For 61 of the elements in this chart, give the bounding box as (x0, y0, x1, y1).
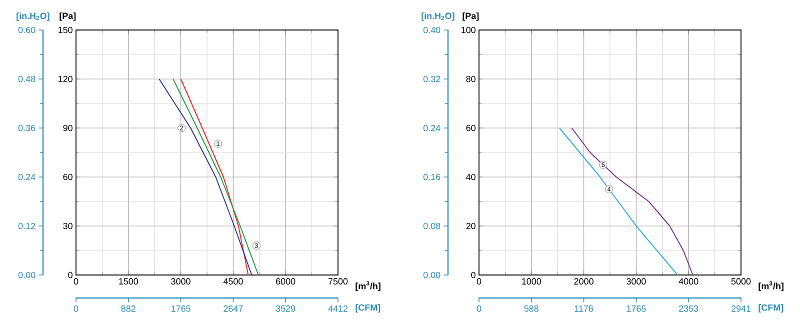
x-tick-label: 5000 (731, 278, 751, 285)
y-tick-label: 40 (466, 174, 476, 180)
x2-tick-label: 1176 (574, 305, 594, 312)
x2-tick-label: 1765 (172, 305, 190, 312)
y-tick-label: 60 (63, 174, 72, 180)
x-tick-label: 2000 (574, 278, 594, 285)
line-series (180, 78, 249, 276)
x-tick-label: 0 (74, 278, 78, 285)
x2-tick-label: 2941 (731, 305, 751, 312)
x2-tick-label: 0 (74, 305, 78, 312)
y-tick-label: 120 (58, 76, 72, 82)
y2-tick-label: 0.48 (18, 76, 36, 82)
x-axis-title: [m$^{3}$/h] (356, 281, 380, 292)
y-tick-label: 90 (63, 124, 72, 132)
x2-tick-label: 2353 (679, 305, 698, 312)
y2-tick-label: 0.36 (18, 124, 36, 132)
y2-tick-label: 0.24 (423, 124, 440, 132)
line-series (172, 78, 259, 276)
y-tick-label: 60 (466, 124, 476, 132)
y2-tick-label: 0.32 (423, 76, 440, 82)
line-series (558, 127, 678, 276)
x2-tick-label: 2647 (224, 305, 243, 312)
x2-tick-label: 1765 (626, 305, 646, 312)
x-tick-label: 1000 (522, 278, 542, 285)
y2-tick-label: 0.60 (18, 26, 36, 34)
x-tick-label: 4500 (223, 278, 243, 285)
y-tick-label: 80 (466, 76, 476, 82)
y-tick-label: 100 (462, 26, 476, 34)
x-tick-label: 0 (476, 278, 482, 285)
y-tick-label: 30 (63, 222, 72, 230)
y2-tick-label: 0.12 (18, 222, 36, 230)
line-series (158, 78, 252, 276)
line-series (571, 127, 694, 276)
y2-tick-label: 0.24 (18, 174, 36, 180)
x2-axis-title: [CFM] (758, 304, 784, 313)
y2-tick-label: 0.00 (423, 272, 440, 278)
x2-tick-label: 588 (524, 305, 538, 312)
x-tick-label: 6000 (276, 278, 296, 285)
x-tick-label: 3000 (626, 278, 646, 285)
y-tick-label: 0 (471, 272, 476, 278)
x-tick-label: 4000 (678, 278, 698, 285)
x2-tick-label: 3529 (276, 305, 296, 312)
y2-axis-title: [in.H$_{2}$O] (16, 12, 50, 21)
x-tick-label: 1500 (119, 278, 138, 285)
y-tick-label: 0 (68, 272, 72, 278)
y2-tick-label: 0.16 (423, 174, 440, 180)
y-tick-label: 20 (466, 222, 476, 230)
y-axis-title: [Pa] (462, 12, 479, 21)
x2-tick-label: 882 (121, 305, 136, 312)
y2-tick-label: 0.40 (423, 26, 440, 34)
y2-tick-label: 0.08 (423, 222, 440, 230)
x2-tick-label: 4412 (328, 305, 348, 312)
x2-axis-title: [CFM] (356, 304, 380, 313)
y2-tick-label: 0.00 (18, 272, 36, 278)
y-tick-label: 150 (58, 26, 72, 34)
y2-axis-title: [in.H$_{2}$O] (422, 12, 454, 21)
x-axis-title: [m$^{3}$/h] (758, 281, 784, 292)
x2-tick-label: 0 (476, 305, 482, 312)
x-tick-label: 7500 (328, 278, 348, 285)
x-tick-label: 3000 (171, 278, 190, 285)
y-axis-title: [Pa] (60, 12, 76, 21)
